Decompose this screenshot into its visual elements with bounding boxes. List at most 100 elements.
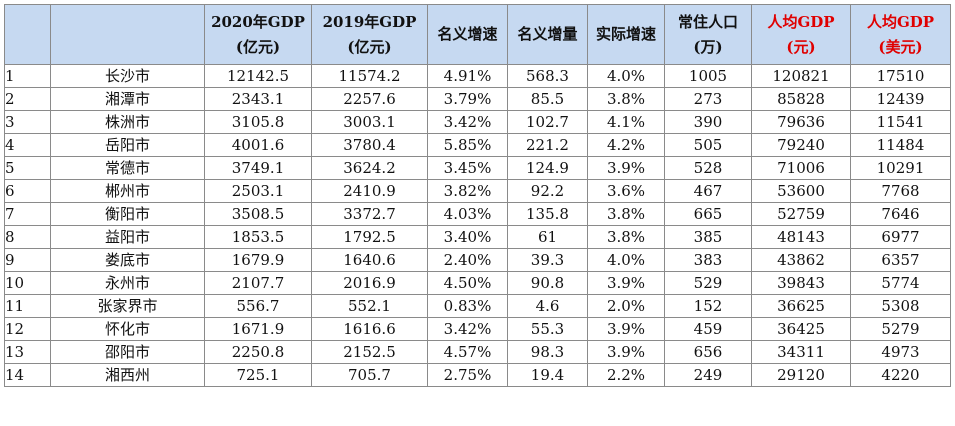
cell-nominal-growth: 2.40%	[427, 248, 508, 272]
cell-rank: 5	[4, 156, 51, 180]
header-per-capita-usd-line1: 人均GDP	[866, 12, 935, 31]
cell-city: 常德市	[50, 156, 205, 180]
cell-per-capita-usd: 6357	[850, 248, 951, 272]
cell-gdp-2020: 3508.5	[204, 202, 312, 226]
table-row: 11 张家界市 556.7 552.1 0.83% 4.6 2.0% 152 3…	[4, 294, 951, 318]
cell-real-growth: 3.6%	[587, 179, 665, 203]
cell-rank: 2	[4, 87, 51, 111]
cell-per-capita-cny: 53600	[751, 179, 851, 203]
cell-city: 湘潭市	[50, 87, 205, 111]
cell-gdp-2019: 1640.6	[311, 248, 428, 272]
cell-per-capita-usd: 11541	[850, 110, 951, 134]
cell-nominal-growth: 3.42%	[427, 317, 508, 341]
cell-city: 岳阳市	[50, 133, 205, 157]
cell-per-capita-usd: 5308	[850, 294, 951, 318]
table-row: 3 株洲市 3105.8 3003.1 3.42% 102.7 4.1% 390…	[4, 110, 951, 134]
cell-rank: 12	[4, 317, 51, 341]
cell-nominal-increase: 221.2	[507, 133, 588, 157]
cell-gdp-2020: 2250.8	[204, 340, 312, 364]
cell-nominal-growth: 3.40%	[427, 225, 508, 249]
cell-real-growth: 3.9%	[587, 317, 665, 341]
cell-per-capita-cny: 85828	[751, 87, 851, 111]
cell-real-growth: 2.2%	[587, 363, 665, 387]
cell-rank: 1	[4, 64, 51, 88]
cell-nominal-increase: 39.3	[507, 248, 588, 272]
header-per-capita-usd-line2: (美元)	[878, 37, 923, 56]
cell-nominal-growth: 0.83%	[427, 294, 508, 318]
cell-nominal-increase: 90.8	[507, 271, 588, 295]
header-population: 常住人口 (万)	[664, 4, 752, 65]
cell-city: 益阳市	[50, 225, 205, 249]
header-row: 2020年GDP (亿元) 2019年GDP (亿元) 名义增速 名义增量 实际增速…	[4, 4, 951, 65]
header-nominal-growth: 名义增速	[427, 4, 508, 65]
cell-rank: 9	[4, 248, 51, 272]
cell-gdp-2020: 3749.1	[204, 156, 312, 180]
table-row: 9 娄底市 1679.9 1640.6 2.40% 39.3 4.0% 383 …	[4, 248, 951, 272]
cell-per-capita-cny: 48143	[751, 225, 851, 249]
cell-real-growth: 4.0%	[587, 64, 665, 88]
cell-nominal-increase: 124.9	[507, 156, 588, 180]
header-population-line2: (万)	[693, 37, 723, 56]
cell-city: 长沙市	[50, 64, 205, 88]
cell-population: 656	[664, 340, 752, 364]
cell-gdp-2019: 2410.9	[311, 179, 428, 203]
cell-rank: 11	[4, 294, 51, 318]
cell-per-capita-usd: 4220	[850, 363, 951, 387]
header-gdp-2020: 2020年GDP (亿元)	[204, 4, 312, 65]
cell-rank: 14	[4, 363, 51, 387]
cell-per-capita-cny: 79636	[751, 110, 851, 134]
cell-per-capita-cny: 120821	[751, 64, 851, 88]
cell-gdp-2019: 3003.1	[311, 110, 428, 134]
cell-real-growth: 4.0%	[587, 248, 665, 272]
cell-per-capita-usd: 12439	[850, 87, 951, 111]
cell-gdp-2020: 556.7	[204, 294, 312, 318]
cell-rank: 7	[4, 202, 51, 226]
cell-rank: 10	[4, 271, 51, 295]
cell-nominal-growth: 3.82%	[427, 179, 508, 203]
cell-per-capita-cny: 71006	[751, 156, 851, 180]
table-row: 7 衡阳市 3508.5 3372.7 4.03% 135.8 3.8% 665…	[4, 202, 951, 226]
cell-per-capita-cny: 36625	[751, 294, 851, 318]
cell-nominal-growth: 2.75%	[427, 363, 508, 387]
cell-population: 528	[664, 156, 752, 180]
header-nominal-growth-label: 名义增速	[437, 25, 498, 43]
cell-gdp-2020: 3105.8	[204, 110, 312, 134]
cell-gdp-2019: 2016.9	[311, 271, 428, 295]
cell-per-capita-usd: 5279	[850, 317, 951, 341]
header-nominal-increase-label: 名义增量	[517, 25, 578, 43]
cell-population: 665	[664, 202, 752, 226]
cell-nominal-growth: 4.03%	[427, 202, 508, 226]
cell-nominal-increase: 61	[507, 225, 588, 249]
cell-population: 505	[664, 133, 752, 157]
cell-nominal-growth: 4.50%	[427, 271, 508, 295]
header-gdp-2020-line1: 2020年GDP	[211, 12, 305, 31]
cell-gdp-2019: 705.7	[311, 363, 428, 387]
cell-population: 249	[664, 363, 752, 387]
cell-nominal-growth: 3.79%	[427, 87, 508, 111]
header-gdp-2019: 2019年GDP (亿元)	[311, 4, 428, 65]
cell-city: 株洲市	[50, 110, 205, 134]
cell-gdp-2019: 2257.6	[311, 87, 428, 111]
cell-city: 怀化市	[50, 317, 205, 341]
cell-gdp-2020: 1671.9	[204, 317, 312, 341]
cell-real-growth: 3.8%	[587, 225, 665, 249]
cell-population: 152	[664, 294, 752, 318]
cell-per-capita-cny: 29120	[751, 363, 851, 387]
cell-nominal-increase: 55.3	[507, 317, 588, 341]
cell-population: 459	[664, 317, 752, 341]
cell-nominal-increase: 98.3	[507, 340, 588, 364]
header-population-line1: 常住人口	[677, 12, 738, 31]
cell-gdp-2020: 1679.9	[204, 248, 312, 272]
cell-nominal-increase: 4.6	[507, 294, 588, 318]
cell-per-capita-cny: 39843	[751, 271, 851, 295]
header-real-growth: 实际增速	[587, 4, 665, 65]
cell-gdp-2019: 3372.7	[311, 202, 428, 226]
cell-gdp-2019: 3780.4	[311, 133, 428, 157]
cell-per-capita-usd: 7768	[850, 179, 951, 203]
cell-per-capita-cny: 36425	[751, 317, 851, 341]
header-gdp-2019-line2: (亿元)	[347, 37, 392, 56]
cell-nominal-increase: 85.5	[507, 87, 588, 111]
cell-population: 383	[664, 248, 752, 272]
cell-gdp-2019: 1616.6	[311, 317, 428, 341]
cell-gdp-2020: 725.1	[204, 363, 312, 387]
